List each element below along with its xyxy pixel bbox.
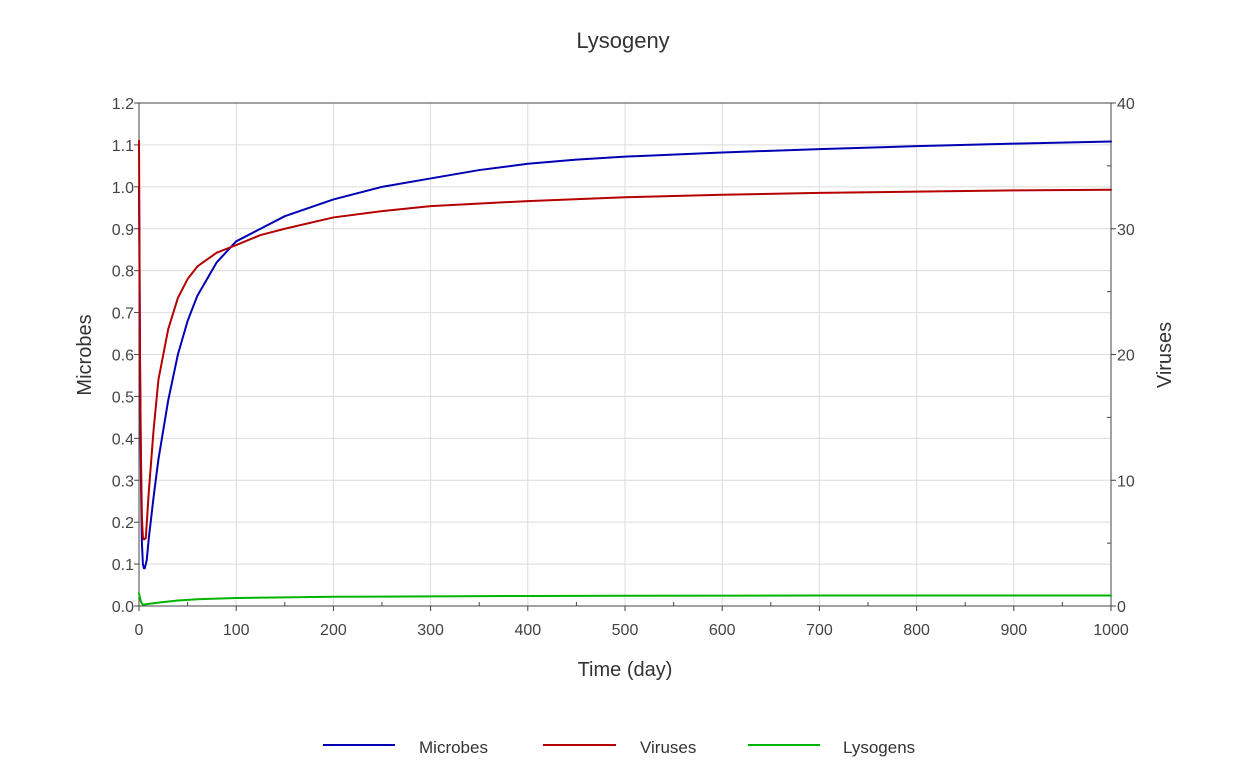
y2-tick-label: 0 bbox=[1117, 599, 1126, 616]
y-axis-label: Microbes bbox=[74, 314, 96, 395]
y-tick-label: 0.5 bbox=[112, 389, 134, 406]
x-tick-label: 400 bbox=[514, 622, 541, 639]
y2-tick-labels: 0 10 20 30 40 bbox=[1117, 96, 1135, 616]
chart-title: Lysogeny bbox=[576, 28, 669, 53]
grid bbox=[139, 103, 1111, 606]
y-tick-label: 1.1 bbox=[112, 138, 134, 155]
legend: Microbes Viruses Lysogens bbox=[323, 738, 915, 757]
axis-ticks bbox=[134, 102, 1116, 611]
x-tick-label: 300 bbox=[417, 622, 444, 639]
x-tick-label: 500 bbox=[612, 622, 639, 639]
y-tick-label: 0.4 bbox=[112, 431, 134, 448]
legend-label-lysogens: Lysogens bbox=[843, 738, 915, 757]
x-tick-label: 900 bbox=[1000, 622, 1027, 639]
y-tick-label: 1.2 bbox=[112, 96, 134, 113]
y2-tick-label: 30 bbox=[1117, 222, 1135, 239]
series-line-microbes bbox=[138, 140, 1112, 570]
legend-label-microbes: Microbes bbox=[419, 738, 488, 757]
y2-tick-label: 40 bbox=[1117, 96, 1135, 113]
legend-label-viruses: Viruses bbox=[640, 738, 696, 757]
y-tick-label: 0.2 bbox=[112, 515, 134, 532]
x-tick-label: 600 bbox=[709, 622, 736, 639]
series-line-lysogens bbox=[138, 592, 1112, 606]
y2-axis-label: Viruses bbox=[1154, 322, 1176, 388]
y-tick-label: 0.6 bbox=[112, 348, 134, 365]
x-tick-label: 1000 bbox=[1093, 622, 1129, 639]
y2-tick-label: 20 bbox=[1117, 348, 1135, 365]
y-tick-label: 0.0 bbox=[112, 599, 134, 616]
y-tick-label: 0.8 bbox=[112, 264, 134, 281]
y-tick-labels: 0.0 0.1 0.2 0.3 0.4 0.5 0.6 0.7 0.8 0.9 1.0 1.1 1.2 bbox=[112, 96, 134, 616]
x-tick-label: 800 bbox=[903, 622, 930, 639]
x-tick-label: 700 bbox=[806, 622, 833, 639]
series-lines bbox=[138, 139, 1112, 606]
y-tick-label: 0.3 bbox=[112, 473, 134, 490]
y-tick-label: 0.7 bbox=[112, 306, 134, 323]
series-line-viruses bbox=[138, 139, 1112, 541]
x-tick-label: 100 bbox=[223, 622, 250, 639]
y-tick-label: 0.9 bbox=[112, 222, 134, 239]
y-tick-label: 0.1 bbox=[112, 557, 134, 574]
y2-tick-label: 10 bbox=[1117, 473, 1135, 490]
y-tick-label: 1.0 bbox=[112, 180, 134, 197]
x-axis-label: Time (day) bbox=[578, 659, 673, 681]
x-tick-label: 200 bbox=[320, 622, 347, 639]
x-tick-label: 0 bbox=[135, 622, 144, 639]
x-tick-labels: 0 100 200 300 400 500 600 700 800 900 1000 bbox=[135, 622, 1129, 639]
